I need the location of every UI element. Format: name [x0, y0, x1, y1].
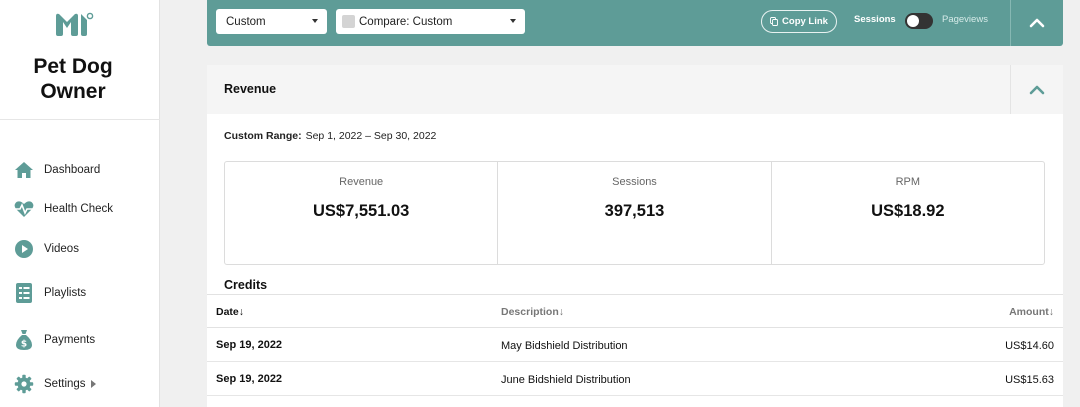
card-title: Revenue	[224, 82, 277, 96]
stat-value: US$7,551.03	[313, 202, 410, 220]
column-header-description[interactable]: Description↓	[501, 306, 564, 318]
sidebar-item-label: Videos	[44, 243, 79, 255]
chevron-up-icon	[1029, 85, 1045, 94]
compare-select-value: Compare: Custom	[359, 15, 453, 28]
range-select-value: Custom	[226, 15, 266, 28]
stat-rpm: RPM US$18.92	[772, 162, 1044, 264]
cell-description: May Bidshield Distribution	[501, 340, 628, 352]
sidebar-divider	[0, 119, 160, 120]
dropdown-arrow-icon	[510, 19, 516, 23]
table-header: Date↓ Description↓ Amount↓	[207, 294, 1063, 328]
toggle-label-pageviews: Pageviews	[942, 14, 988, 25]
table-row: Sep 19, 2022 June Bidshield Distribution…	[207, 362, 1063, 396]
sidebar-item-label: Settings	[44, 378, 86, 390]
sidebar-item-label: Health Check	[44, 203, 114, 215]
stat-sessions: Sessions 397,513	[498, 162, 772, 264]
range-label: Custom Range:	[224, 130, 302, 142]
copy-icon	[770, 17, 778, 26]
svg-text:$: $	[21, 340, 27, 350]
gear-icon	[14, 374, 34, 394]
home-icon	[14, 160, 34, 180]
stat-label: Revenue	[339, 176, 384, 188]
revenue-card: Revenue Custom Range: Sep 1, 2022 – Sep 3…	[207, 65, 1063, 407]
chevron-up-icon	[1029, 18, 1045, 28]
site-name-line2: Owner	[40, 80, 106, 103]
column-header-label: Amount	[1009, 306, 1049, 318]
card-collapse-button[interactable]	[1010, 65, 1063, 114]
logo-icon	[56, 12, 94, 36]
checklist-icon	[14, 283, 34, 303]
stat-revenue: Revenue US$7,551.03	[225, 162, 499, 264]
range-value: Sep 1, 2022 – Sep 30, 2022	[305, 130, 437, 142]
revenue-card-header: Revenue	[207, 65, 1063, 114]
site-name-line1: Pet Dog	[33, 55, 113, 78]
column-header-amount[interactable]: Amount↓	[1009, 306, 1054, 318]
sidebar-item-settings[interactable]: Settings	[14, 371, 96, 397]
cell-date: Sep 19, 2022	[216, 339, 283, 351]
sidebar-item-payments[interactable]: $ Payments	[14, 327, 95, 353]
toolbar-collapse-button[interactable]	[1010, 0, 1063, 46]
toolbar: Custom Compare: Custom Copy Link Session…	[207, 0, 1063, 46]
sort-arrow-icon: ↓	[238, 306, 245, 318]
sort-arrow-icon: ↓	[1048, 306, 1054, 318]
sort-arrow-icon: ↓	[558, 306, 565, 318]
sidebar-item-label: Dashboard	[44, 164, 101, 176]
compare-select[interactable]: Compare: Custom	[336, 9, 525, 34]
toggle-label-sessions: Sessions	[854, 14, 896, 25]
stats-panel: Revenue US$7,551.03 Sessions 397,513 RPM…	[224, 161, 1045, 265]
cell-date: Sep 19, 2022	[216, 373, 283, 385]
copy-link-button[interactable]: Copy Link	[761, 10, 837, 33]
stat-label: RPM	[895, 176, 921, 188]
site-name: Pet Dog Owner	[0, 54, 146, 104]
stat-label: Sessions	[612, 176, 657, 188]
credits-title: Credits	[224, 278, 268, 292]
cell-description: June Bidshield Distribution	[501, 374, 631, 386]
sidebar-item-label: Payments	[44, 334, 96, 346]
caret-right-icon	[90, 380, 96, 388]
cell-amount: US$14.60	[1005, 340, 1054, 352]
range-select[interactable]: Custom	[216, 9, 327, 34]
column-header-date[interactable]: Date↓	[216, 306, 244, 318]
stat-value: US$18.92	[871, 202, 945, 220]
column-header-label: Date	[216, 306, 239, 318]
credits-table: Date↓ Description↓ Amount↓ Sep 19, 2022 …	[207, 294, 1063, 396]
sidebar-item-dashboard[interactable]: Dashboard	[14, 157, 100, 183]
sidebar: Pet Dog Owner Dashboard Health Check Vid…	[0, 0, 160, 407]
sidebar-item-videos[interactable]: Videos	[14, 236, 79, 262]
cell-amount: US$15.63	[1005, 374, 1054, 386]
table-row: Sep 19, 2022 May Bidshield Distribution …	[207, 328, 1063, 362]
sidebar-item-health-check[interactable]: Health Check	[14, 196, 113, 222]
toggle-knob	[907, 15, 919, 27]
column-header-label: Description	[501, 306, 559, 318]
money-bag-icon: $	[14, 330, 34, 350]
color-swatch	[342, 15, 355, 28]
stat-value: 397,513	[604, 202, 665, 220]
heartbeat-icon	[14, 199, 34, 219]
sessions-pageviews-toggle[interactable]	[905, 13, 933, 29]
dropdown-arrow-icon	[312, 19, 318, 23]
play-circle-icon	[14, 239, 34, 259]
sidebar-item-playlists[interactable]: Playlists	[14, 280, 86, 306]
sidebar-item-label: Playlists	[44, 287, 87, 299]
date-range: Custom Range: Sep 1, 2022 – Sep 30, 2022	[224, 130, 436, 142]
copy-link-label: Copy Link	[782, 16, 828, 27]
